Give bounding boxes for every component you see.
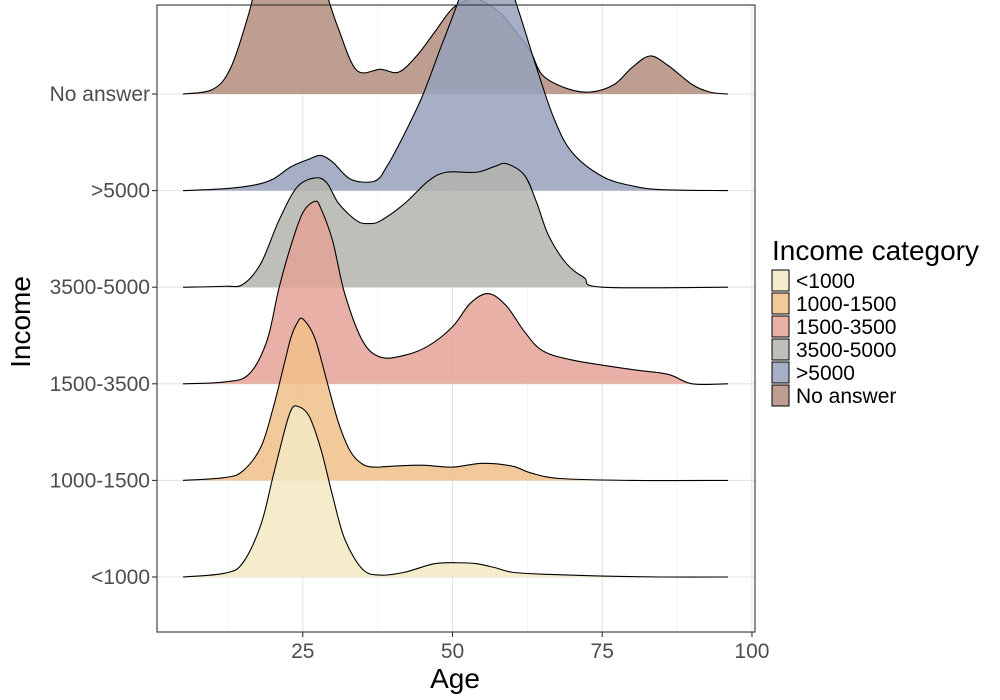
ridge-line <box>182 162 729 289</box>
y-tick-label: 1500-3500 <box>50 373 150 396</box>
ridge-1000-1500 <box>182 317 729 482</box>
legend-label: <1000 <box>796 270 855 293</box>
ridge-fill <box>183 201 728 385</box>
ridge->5000 <box>182 0 729 192</box>
y-tick-label: >5000 <box>91 180 150 203</box>
legend-item: >5000 <box>771 361 855 385</box>
x-tick-label: 75 <box>591 640 614 663</box>
x-tick-label: 100 <box>734 640 769 663</box>
x-tick-label: 50 <box>441 640 464 663</box>
panel-border <box>156 4 756 633</box>
legend-label: 1000-1500 <box>796 293 896 316</box>
x-tick-label: 25 <box>291 640 314 663</box>
legend-label: >5000 <box>796 362 855 385</box>
legend-swatch <box>771 269 790 292</box>
legend-items: <10001000-15001500-35003500-5000>5000No … <box>771 269 896 408</box>
legend-swatch <box>771 315 790 338</box>
ridge-<1000 <box>182 405 729 578</box>
legend-item: 1500-3500 <box>771 315 896 339</box>
y-tick-label: 1000-1500 <box>50 469 150 492</box>
ridge-line <box>182 317 729 482</box>
x-axis-title: Age <box>430 663 480 694</box>
y-axis-title: Income <box>5 276 36 368</box>
legend-label: 1500-3500 <box>796 316 896 339</box>
ridge-line <box>182 200 729 386</box>
legend-item: 1000-1500 <box>771 292 896 316</box>
legend-swatch <box>771 292 790 315</box>
density-ridges <box>182 0 729 578</box>
legend: Income category <10001000-15001500-35003… <box>771 235 979 408</box>
legend-swatch <box>771 361 790 384</box>
legend-title: Income category <box>772 235 979 266</box>
ridge-1500-3500 <box>182 200 729 386</box>
ridge-fill <box>183 405 728 578</box>
ridge-line <box>182 0 729 95</box>
ridge-line <box>182 0 729 192</box>
legend-swatch <box>771 384 790 407</box>
legend-label: 3500-5000 <box>796 339 896 362</box>
ridge-line <box>182 405 729 578</box>
axis-ticks: 25 50 75 100 <1000 1000-1500 1500-3500 3500-500… <box>50 83 770 663</box>
legend-swatch <box>771 338 790 361</box>
ridge-fill <box>183 318 728 481</box>
y-tick-label: <1000 <box>91 566 150 589</box>
legend-item: <1000 <box>771 269 855 293</box>
y-tick-label: No answer <box>50 83 150 106</box>
legend-item: 3500-5000 <box>771 338 896 362</box>
y-tick-label: 3500-5000 <box>50 276 150 299</box>
legend-label: No answer <box>796 385 896 408</box>
ridge-fill <box>183 0 728 191</box>
legend-item: No answer <box>771 384 896 408</box>
